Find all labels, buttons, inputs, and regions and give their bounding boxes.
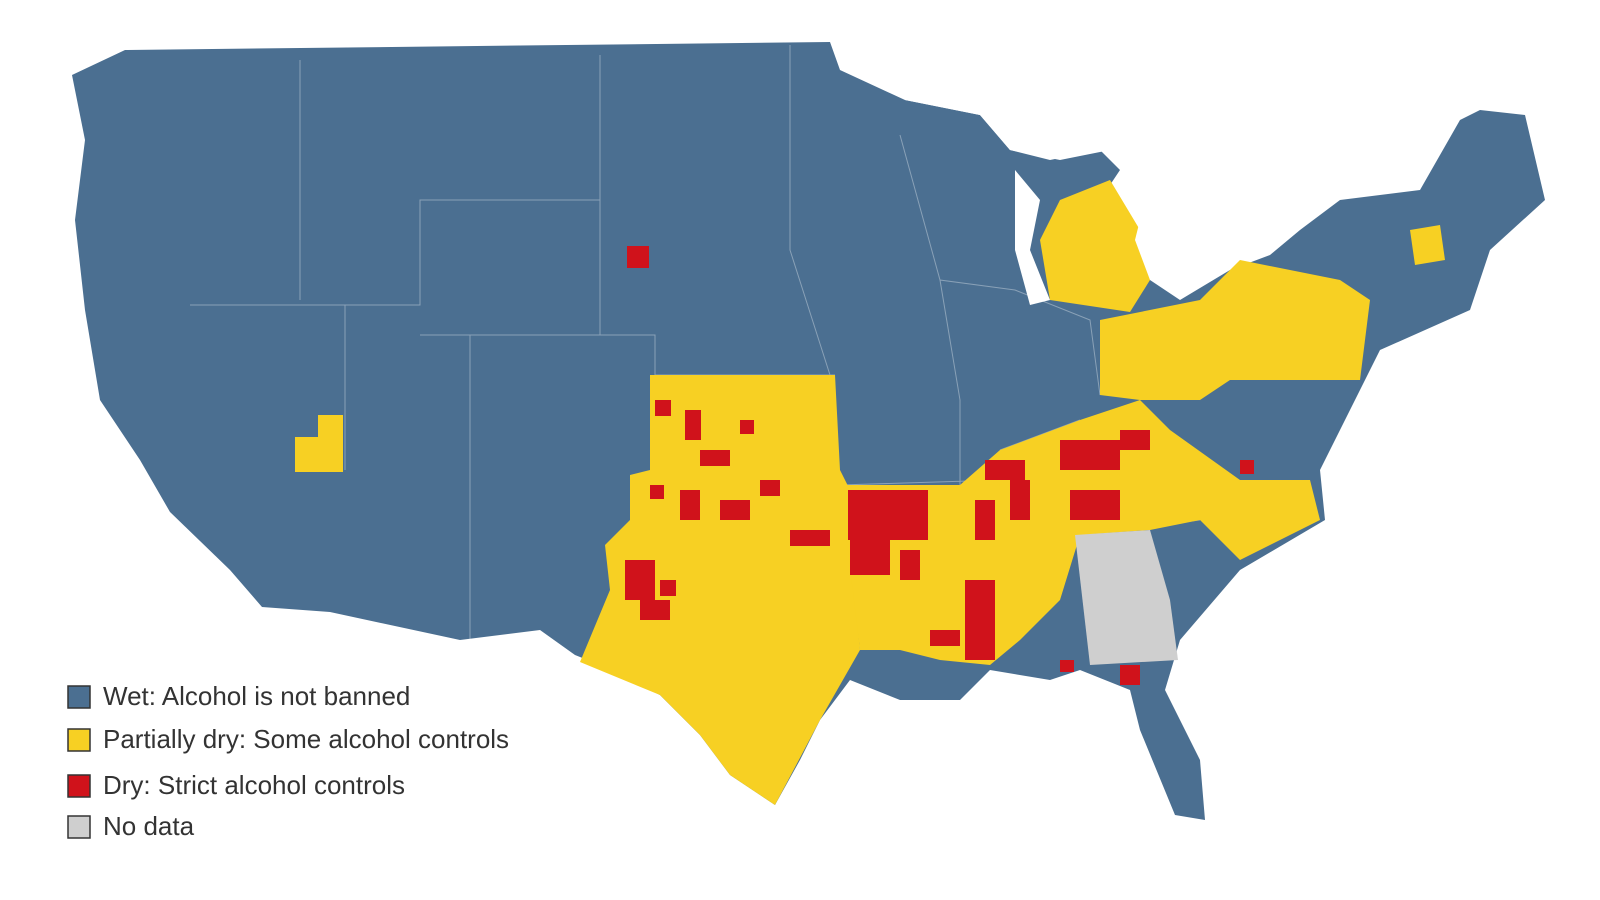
partially-dry-ohio-pa [1100, 260, 1370, 400]
dry-county [985, 460, 1025, 480]
dry-county [1240, 460, 1254, 474]
legend-label: Partially dry: Some alcohol controls [103, 724, 509, 754]
dry-county [627, 246, 649, 268]
dry-counties [625, 246, 1254, 685]
partially-dry-south [840, 400, 1320, 665]
legend-swatch [67, 774, 91, 798]
partially-dry-plains [580, 375, 860, 805]
legend-label: Dry: Strict alcohol controls [103, 770, 405, 800]
dry-county [1010, 480, 1030, 520]
map-regions [72, 42, 1545, 820]
dry-county [850, 540, 890, 575]
dry-county [1060, 660, 1074, 672]
partially-dry-nevada [295, 415, 343, 472]
lakes [905, 100, 1160, 305]
dry-county [720, 500, 750, 520]
lake-huron [1135, 220, 1160, 280]
legend: Wet: Alcohol is not banned Partially dry:… [67, 681, 509, 841]
dry-county [1120, 665, 1140, 685]
dry-county [965, 580, 995, 660]
dry-county [680, 490, 700, 520]
dry-county [975, 500, 995, 540]
dry-county [900, 550, 920, 580]
lake-superior [905, 100, 1110, 160]
no-data-georgia [1075, 530, 1178, 665]
legend-swatch [67, 728, 91, 752]
dry-county [740, 420, 754, 434]
dry-county [700, 450, 730, 466]
dry-county [1070, 490, 1120, 520]
dry-county [790, 530, 830, 546]
dry-county [1120, 430, 1150, 450]
legend-label: Wet: Alcohol is not banned [103, 681, 410, 711]
partially-dry-michigan [1040, 180, 1150, 312]
legend-label: No data [103, 811, 195, 841]
dry-county [640, 600, 670, 620]
dry-county [650, 485, 664, 499]
dry-county [660, 580, 676, 596]
lake-michigan [1015, 170, 1050, 305]
partially-dry-northeast [1410, 225, 1445, 265]
dry-county [655, 400, 671, 416]
dry-county [760, 480, 780, 496]
dry-county [625, 560, 655, 600]
legend-swatch [67, 685, 91, 709]
dry-county [930, 630, 960, 646]
legend-swatch [67, 815, 91, 839]
dry-county [848, 490, 928, 540]
dry-county [685, 410, 701, 440]
dry-county [1060, 440, 1120, 470]
